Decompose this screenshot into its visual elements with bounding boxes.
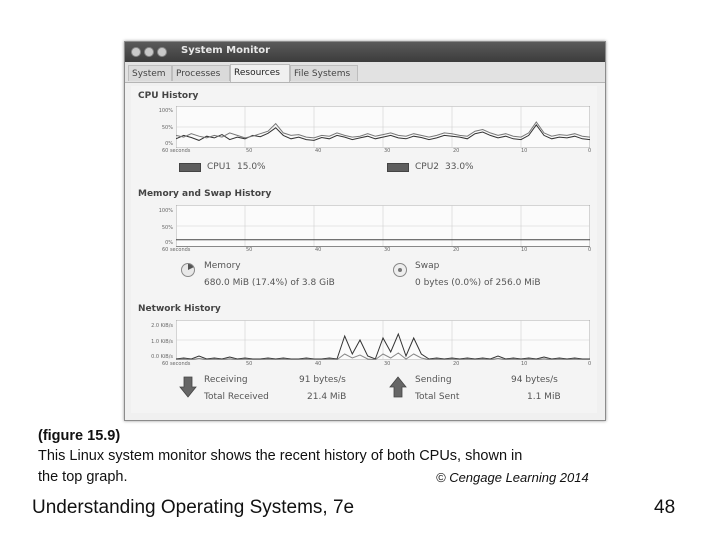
cpu-y-tick: 0% — [165, 141, 173, 147]
network-x-tick: 30 — [384, 361, 391, 367]
cpu2-color-swatch[interactable] — [387, 163, 409, 172]
memory-y-tick: 0% — [165, 240, 173, 246]
network-y-tick: 2.0 KiB/s — [151, 323, 173, 329]
cpu2-legend-label: CPU2 — [415, 162, 440, 172]
cpu-x-tick: 20 — [453, 148, 460, 154]
page-number: 48 — [654, 497, 676, 518]
network-history-graph — [176, 320, 590, 360]
system-monitor-window: System Monitor System Processes Resource… — [124, 41, 606, 421]
network-series-sending — [176, 352, 590, 360]
memory-x-tick: 0 — [588, 247, 592, 253]
cpu-series-cpu1 — [176, 124, 590, 141]
copyright-notice: © Cengage Learning 2014 — [436, 470, 589, 485]
cpu-history-graph — [176, 106, 590, 148]
title-bar[interactable]: System Monitor — [125, 42, 605, 62]
cpu-history-title: CPU History — [138, 91, 199, 101]
total-sent-label: Total Sent — [415, 392, 460, 402]
network-y-tick: 0.0 KiB/s — [151, 354, 173, 360]
figure-reference: (figure 15.9) — [38, 428, 121, 444]
cpu1-legend-label: CPU1 — [207, 162, 232, 172]
total-received-label: Total Received — [204, 392, 269, 402]
memory-history-title: Memory and Swap History — [138, 189, 272, 199]
sending-arrow-icon — [389, 376, 407, 398]
memory-y-tick: 100% — [158, 208, 173, 214]
network-x-tick: 0 — [588, 361, 592, 367]
caption-line-2: the top graph. — [38, 469, 128, 485]
tab-file-systems[interactable]: File Systems — [290, 65, 358, 81]
memory-x-tick: 60 seconds — [162, 247, 191, 253]
tab-resources[interactable]: Resources — [230, 64, 290, 82]
receiving-value: 91 bytes/s — [299, 375, 346, 385]
resources-panel: CPU History 100% 50% 0% 60 seconds 50 40… — [131, 86, 597, 413]
cpu-x-tick: 10 — [521, 148, 528, 154]
cpu2-legend-value: 33.0% — [445, 162, 474, 172]
memory-pie-icon[interactable] — [181, 263, 195, 277]
tab-bar: System Processes Resources File Systems — [125, 62, 605, 83]
swap-label: Swap — [415, 261, 440, 271]
memory-value: 680.0 MiB (17.4%) of 3.8 GiB — [204, 278, 335, 288]
network-x-tick: 20 — [453, 361, 460, 367]
memory-history-graph — [176, 205, 590, 247]
memory-label: Memory — [204, 261, 241, 271]
receiving-arrow-icon — [179, 376, 197, 398]
cpu-x-tick: 0 — [588, 148, 592, 154]
caption-line-1: This Linux system monitor shows the rece… — [38, 448, 523, 464]
network-history-title: Network History — [138, 304, 221, 314]
network-x-tick: 50 — [246, 361, 253, 367]
receiving-label: Receiving — [204, 375, 248, 385]
sending-label: Sending — [415, 375, 452, 385]
network-series-receiving — [176, 332, 590, 360]
maximize-button[interactable] — [157, 47, 167, 57]
window-title: System Monitor — [181, 45, 271, 56]
tab-system[interactable]: System — [128, 65, 172, 81]
cpu-series-cpu2 — [176, 121, 590, 139]
cpu-y-tick: 50% — [161, 125, 173, 131]
cpu1-legend-value: 15.0% — [237, 162, 266, 172]
tab-processes[interactable]: Processes — [172, 65, 230, 81]
swap-value: 0 bytes (0.0%) of 256.0 MiB — [415, 278, 541, 288]
memory-x-tick: 30 — [384, 247, 391, 253]
cpu1-color-swatch[interactable] — [179, 163, 201, 172]
sending-value: 94 bytes/s — [511, 375, 558, 385]
footer-book-title: Understanding Operating Systems, 7e — [32, 497, 355, 518]
network-x-tick: 10 — [521, 361, 528, 367]
network-x-tick: 40 — [315, 361, 322, 367]
cpu-x-tick: 30 — [384, 148, 391, 154]
cpu-x-tick: 40 — [315, 148, 322, 154]
memory-x-tick: 50 — [246, 247, 253, 253]
cpu-y-tick: 100% — [158, 108, 173, 114]
memory-x-tick: 20 — [453, 247, 460, 253]
cpu-x-tick: 60 seconds — [162, 148, 191, 154]
network-y-tick: 1.0 KiB/s — [151, 339, 173, 345]
minimize-button[interactable] — [144, 47, 154, 57]
memory-y-tick: 50% — [161, 225, 173, 231]
swap-pie-icon[interactable] — [393, 263, 407, 277]
network-x-tick: 60 seconds — [162, 361, 191, 367]
memory-x-tick: 10 — [521, 247, 528, 253]
total-sent-value: 1.1 MiB — [527, 392, 561, 402]
close-button[interactable] — [131, 47, 141, 57]
cpu-x-tick: 50 — [246, 148, 253, 154]
memory-x-tick: 40 — [315, 247, 322, 253]
total-received-value: 21.4 MiB — [307, 392, 347, 402]
